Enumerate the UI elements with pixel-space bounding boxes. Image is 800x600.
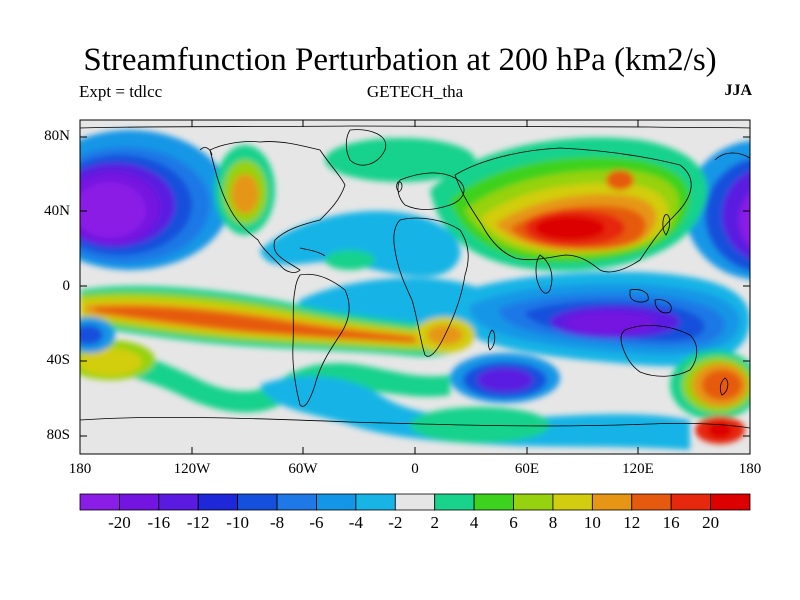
colorbar-swatch — [394, 493, 436, 511]
colorbar-swatch — [237, 493, 278, 511]
lat-tick-label: 40N — [44, 203, 70, 219]
colorbar-swatch — [316, 493, 357, 511]
colorbar-swatch — [276, 493, 317, 511]
colorbar-swatch — [197, 493, 239, 511]
colorbar-label: 12 — [623, 513, 641, 532]
colorbar-label: -8 — [269, 513, 285, 532]
colorbar-label: 8 — [548, 513, 558, 532]
lon-tick-label: 120E — [622, 461, 654, 477]
coastlines — [80, 125, 750, 429]
contour-field — [80, 125, 750, 450]
dataset-label: GETECH_tha — [366, 82, 464, 101]
colorbar-label: -16 — [147, 513, 171, 532]
colorbar — [79, 493, 751, 511]
lon-tick-label: 0 — [411, 461, 419, 477]
colorbar-swatch — [670, 493, 711, 511]
colorbar-swatch — [473, 493, 514, 511]
colorbar-label: -20 — [108, 513, 131, 532]
colorbar-swatch — [434, 493, 475, 511]
colorbar-swatch — [591, 493, 633, 511]
lat-tick-label: 80N — [44, 128, 70, 144]
colorbar-label: -10 — [226, 513, 249, 532]
lat-tick-label: 40S — [46, 352, 70, 368]
lat-tick-label: 0 — [62, 278, 71, 294]
colorbar-swatch — [355, 493, 396, 511]
colorbar-swatch — [119, 493, 160, 511]
colorbar-swatch — [158, 493, 199, 511]
lon-tick-label: 60W — [288, 461, 318, 477]
colorbar-swatch — [513, 493, 554, 511]
lon-tick-label: 180 — [738, 461, 762, 477]
colorbar-swatch — [631, 493, 672, 511]
colorbar-label: -12 — [186, 513, 210, 532]
colorbar-label: -4 — [348, 513, 363, 532]
experiment-label: Expt = tdlcc — [79, 82, 163, 101]
colorbar-label: 20 — [702, 513, 720, 532]
lat-tick-label: 80S — [46, 427, 70, 443]
colorbar-label: 6 — [509, 513, 518, 532]
map-title: Streamfunction Perturbation at 200 hPa (… — [83, 42, 717, 78]
colorbar-label: 2 — [430, 513, 439, 532]
season-label: JJA — [724, 82, 752, 99]
lon-tick-label: 60E — [514, 461, 540, 477]
longitude-ticks — [79, 120, 751, 454]
colorbar-label: -2 — [388, 513, 403, 532]
colorbar-label: 10 — [583, 513, 601, 532]
lon-tick-label: 180 — [68, 461, 92, 477]
lon-tick-label: 120W — [173, 461, 211, 477]
colorbar-swatch — [552, 493, 593, 511]
latitude-ticks — [80, 136, 750, 437]
colorbar-label: 4 — [469, 513, 479, 532]
colorbar-swatch — [710, 493, 751, 511]
colorbar-label: -6 — [309, 513, 324, 532]
colorbar-label: 16 — [662, 513, 680, 532]
colorbar-swatch — [79, 493, 120, 511]
